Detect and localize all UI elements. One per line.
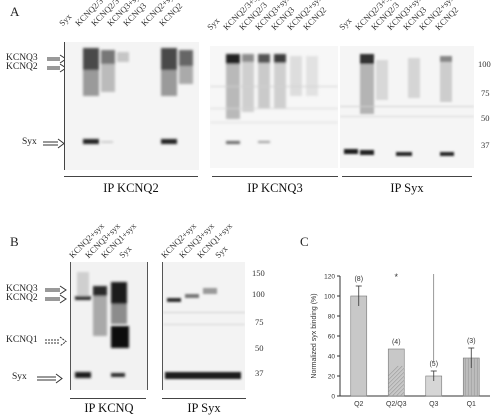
- bar-hatch: [388, 371, 405, 389]
- lane-label: Syx: [56, 11, 74, 29]
- panel-a-letter: A: [10, 4, 20, 19]
- y-tick-label: 120: [324, 274, 335, 281]
- x-tick-label: Q1: [467, 401, 476, 408]
- y-axis-label: Normalized syx binding (%): [311, 293, 318, 378]
- arrow-kcnq3-icon: [47, 54, 67, 73]
- blot-ip-kcnq: [70, 262, 148, 390]
- y-tick-label: 0: [331, 394, 335, 401]
- label-kcnq1: KCNQ1: [6, 335, 38, 345]
- x-tick-label: Q3: [429, 401, 438, 408]
- label-kcnq3: KCNQ3: [6, 53, 38, 63]
- blot-ip-kcnq3: [210, 46, 338, 168]
- arrow-kcnq1-icon: [45, 336, 67, 347]
- bar: [387, 348, 405, 397]
- label-syx: Syx: [22, 137, 37, 147]
- mw-37: 37: [481, 140, 490, 150]
- label-kcnq3: KCNQ3: [6, 284, 38, 294]
- bar-hatch: [388, 375, 405, 393]
- bar-hatch: [388, 367, 405, 385]
- blot-ip-syx-b: [162, 262, 245, 390]
- ip-kcnq2-label: IP KCNQ2: [103, 181, 159, 195]
- n-label: (4): [392, 339, 401, 346]
- bar-hatch: [388, 365, 399, 377]
- ip-kcnq-label: IP KCNQ: [84, 401, 134, 415]
- arrow-syx-icon: [43, 138, 65, 149]
- ip-underline: [64, 176, 198, 177]
- mw-75: 75: [481, 88, 490, 98]
- lane-label: Syx: [204, 15, 222, 33]
- y-tick-label: 20: [328, 374, 336, 381]
- ip-underline: [70, 398, 146, 399]
- y-tick-label: 40: [328, 354, 336, 361]
- bar-hatch: [388, 365, 403, 381]
- x-tick-label: Q2: [354, 401, 363, 408]
- bar: [350, 295, 368, 397]
- y-tick-label: 100: [324, 294, 335, 301]
- ip-underline: [342, 176, 472, 177]
- ip-syx-label: IP Syx: [390, 181, 424, 195]
- mw-50: 50: [255, 343, 264, 353]
- ip-kcnq3-label: IP KCNQ3: [247, 181, 303, 195]
- label-syx: Syx: [12, 372, 27, 382]
- bar-hatch: [392, 383, 405, 396]
- mw-100: 100: [478, 59, 491, 69]
- ip-syx-b-label: IP Syx: [187, 401, 221, 415]
- y-tick-label: 60: [328, 334, 336, 341]
- panel-c-letter: C: [300, 234, 309, 249]
- arrow-syx-icon: [37, 373, 63, 384]
- x-tick-label: Q2/Q3: [386, 401, 407, 408]
- label-kcnq2: KCNQ2: [6, 293, 38, 303]
- mw-37: 37: [255, 368, 264, 378]
- lane-label: Syx: [336, 15, 354, 33]
- y-tick-label: 80: [328, 314, 336, 321]
- n-label: (3): [467, 338, 476, 345]
- n-label: (8): [354, 276, 363, 283]
- blot-ip-syx: [340, 46, 474, 168]
- mw-100: 100: [252, 289, 265, 299]
- panel-b-letter: B: [10, 234, 19, 249]
- significance-star: *: [394, 272, 398, 282]
- n-label: (5): [429, 361, 438, 368]
- bar-hatch: [396, 387, 405, 396]
- arrow-kcnq3-icon: [45, 285, 67, 304]
- blot-ip-kcnq2: [64, 42, 199, 170]
- mw-150: 150: [252, 268, 265, 278]
- ip-underline: [212, 176, 338, 177]
- mw-50: 50: [481, 113, 490, 123]
- label-kcnq2: KCNQ2: [6, 62, 38, 72]
- bar-chart: 0 20 40 60 80 100 120 Normalized syx binding (%…: [311, 272, 490, 408]
- bar-hatch: [388, 379, 405, 396]
- ip-underline: [162, 398, 246, 399]
- mw-75: 75: [255, 317, 264, 327]
